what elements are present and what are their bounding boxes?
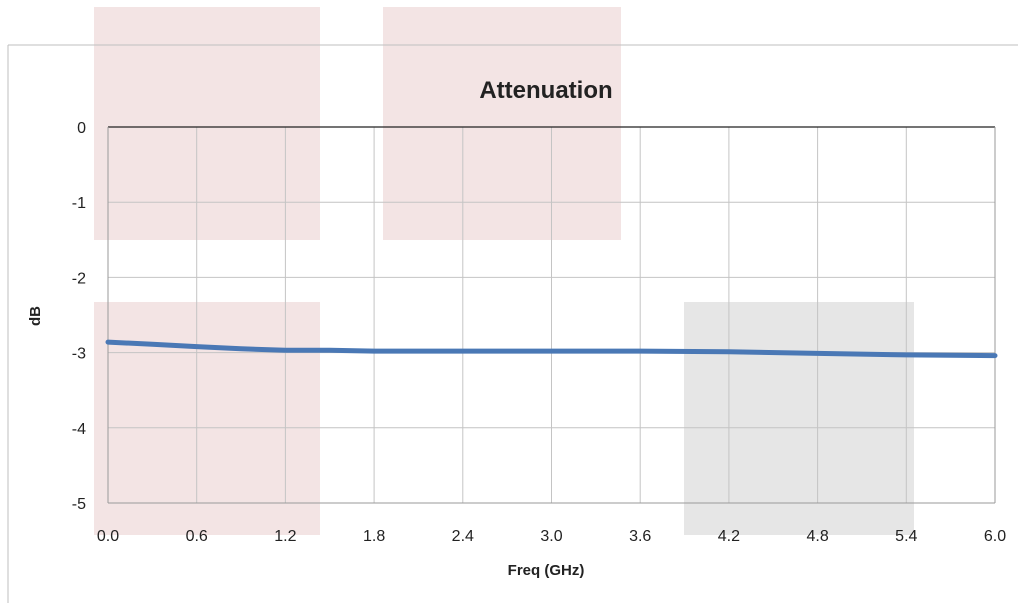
x-tick-label: 6.0 — [984, 528, 1006, 545]
shade-region-bottom-right — [684, 302, 914, 535]
y-tick-label: -1 — [72, 195, 86, 212]
x-tick-label: 4.8 — [806, 528, 828, 545]
y-tick-label: -3 — [72, 346, 86, 363]
x-tick-labels: 0.0 0.6 1.2 1.8 2.4 3.0 3.6 4.2 4.8 5.4 6.0 — [97, 528, 1006, 545]
shade-region-bottom-left — [94, 302, 320, 535]
x-tick-label: 4.2 — [718, 528, 740, 545]
shade-region-top-center — [383, 7, 621, 240]
attenuation-line — [105, 339, 998, 359]
x-axis-label: Freq (GHz) — [508, 562, 585, 579]
axes — [107, 126, 996, 504]
data-series — [105, 339, 998, 359]
background-regions — [94, 7, 914, 535]
y-axis-label: dB — [27, 306, 44, 326]
x-tick-label: 0.0 — [97, 528, 119, 545]
x-tick-label: 3.0 — [540, 528, 562, 545]
chart-title: Attenuation — [479, 77, 612, 104]
y-tick-labels: 0 -1 -2 -3 -4 -5 — [72, 120, 86, 513]
x-tick-label: 5.4 — [895, 528, 917, 545]
x-tick-label: 3.6 — [629, 528, 651, 545]
x-tick-label: 0.6 — [186, 528, 208, 545]
y-tick-label: -2 — [72, 270, 86, 287]
shade-region-top-left — [94, 7, 320, 240]
y-tick-label: -4 — [72, 421, 86, 438]
y-tick-label: -5 — [72, 496, 86, 513]
grid-lines — [108, 127, 995, 503]
x-tick-label: 2.4 — [452, 528, 474, 545]
y-tick-label: 0 — [77, 120, 86, 137]
x-tick-label: 1.8 — [363, 528, 385, 545]
x-tick-label: 1.2 — [274, 528, 296, 545]
